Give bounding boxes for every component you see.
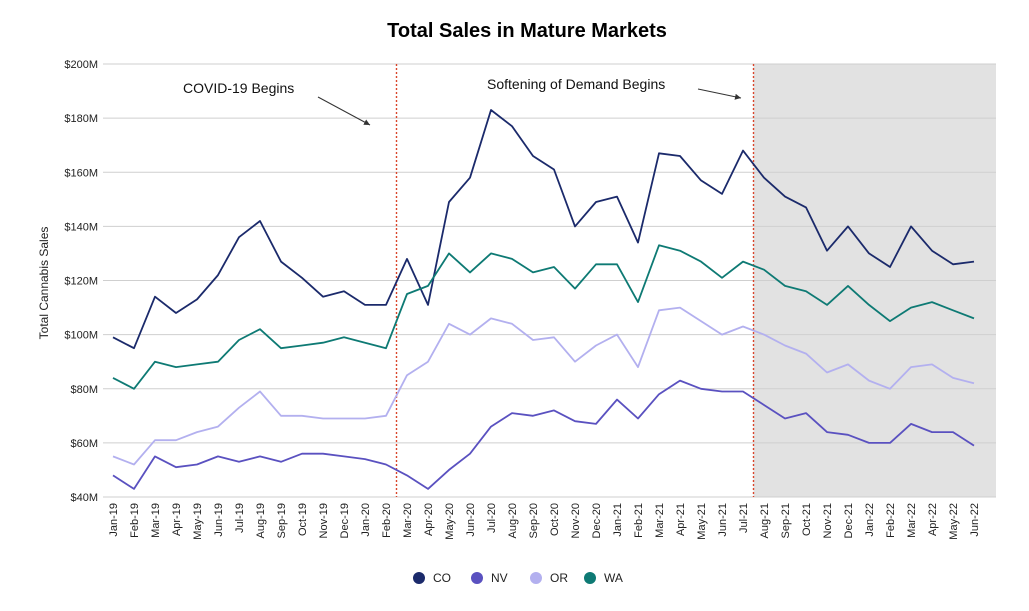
y-tick-label: $120M bbox=[64, 276, 98, 288]
y-tick-label: $200M bbox=[64, 59, 98, 71]
chart-title: Total Sales in Mature Markets bbox=[387, 20, 667, 42]
x-tick-label: Feb-22 bbox=[885, 503, 897, 538]
x-tick-label: Dec-19 bbox=[339, 503, 351, 538]
x-tick-label: Jan-22 bbox=[864, 503, 876, 537]
x-tick-label: Sep-21 bbox=[780, 503, 792, 538]
grid-lines bbox=[103, 63, 996, 498]
y-tick-label: $40M bbox=[70, 492, 98, 504]
x-tick-label: Jul-19 bbox=[234, 503, 246, 533]
legend: CO NV OR WA bbox=[413, 571, 623, 585]
x-tick-label: Mar-20 bbox=[402, 503, 414, 538]
x-tick-label: Feb-20 bbox=[381, 503, 393, 538]
x-tick-label: Aug-21 bbox=[759, 503, 771, 538]
x-tick-label: Jun-22 bbox=[969, 503, 981, 537]
x-tick-label: Dec-21 bbox=[843, 503, 855, 538]
x-tick-label: Oct-21 bbox=[801, 503, 813, 536]
annotation-arrow bbox=[317, 96, 371, 126]
x-tick-label: Feb-21 bbox=[633, 503, 645, 538]
annotation-text: Softening of Demand Begins bbox=[487, 76, 665, 92]
series-line-nv bbox=[112, 379, 975, 490]
legend-marker bbox=[584, 572, 596, 584]
legend-label: OR bbox=[550, 571, 568, 585]
series-line-or bbox=[112, 306, 975, 466]
x-tick-label: Apr-22 bbox=[927, 503, 939, 536]
y-axis-ticks: $40M $60M $80M $100M $120M $140M $160M $180M $20… bbox=[64, 59, 98, 504]
series-line-co bbox=[112, 109, 975, 350]
x-tick-label: Jan-19 bbox=[108, 503, 120, 537]
x-tick-label: Jan-21 bbox=[612, 503, 624, 537]
x-tick-label: Nov-21 bbox=[822, 503, 834, 538]
x-tick-label: May-19 bbox=[192, 503, 204, 540]
x-tick-label: May-20 bbox=[444, 503, 456, 540]
x-tick-label: Sep-19 bbox=[276, 503, 288, 538]
x-tick-label: Jul-21 bbox=[738, 503, 750, 533]
y-axis-label: Total Cannabis Sales bbox=[37, 227, 51, 340]
x-tick-label: Dec-20 bbox=[591, 503, 603, 538]
legend-label: NV bbox=[491, 571, 508, 585]
x-tick-label: Aug-19 bbox=[255, 503, 267, 538]
x-tick-label: Jun-19 bbox=[213, 503, 225, 537]
y-tick-label: $100M bbox=[64, 330, 98, 342]
x-tick-label: Nov-20 bbox=[570, 503, 582, 538]
x-tick-label: Mar-19 bbox=[150, 503, 162, 538]
series-lines bbox=[112, 109, 975, 490]
y-tick-label: $80M bbox=[70, 384, 98, 396]
x-tick-label: Sep-20 bbox=[528, 503, 540, 538]
annotations: COVID-19 Begins Softening of Demand Begin… bbox=[183, 76, 742, 126]
x-tick-label: Oct-20 bbox=[549, 503, 561, 536]
legend-marker bbox=[413, 572, 425, 584]
y-tick-label: $140M bbox=[64, 221, 98, 233]
annotation-text: COVID-19 Begins bbox=[183, 80, 294, 96]
x-tick-label: Apr-20 bbox=[423, 503, 435, 536]
x-tick-label: Apr-19 bbox=[171, 503, 183, 536]
x-tick-label: May-22 bbox=[948, 503, 960, 540]
x-tick-label: Oct-19 bbox=[297, 503, 309, 536]
legend-marker bbox=[530, 572, 542, 584]
series-line-wa bbox=[112, 244, 975, 390]
x-tick-label: Jun-21 bbox=[717, 503, 729, 537]
x-tick-label: Jan-20 bbox=[360, 503, 372, 537]
x-tick-label: Nov-19 bbox=[318, 503, 330, 538]
x-axis-ticks: Jan-19 Feb-19 Mar-19 Apr-19 May-19 Jun-19 Jul-… bbox=[108, 503, 981, 540]
x-tick-label: Aug-20 bbox=[507, 503, 519, 538]
legend-label: WA bbox=[604, 571, 623, 585]
y-tick-label: $160M bbox=[64, 167, 98, 179]
x-tick-label: Mar-21 bbox=[654, 503, 666, 538]
legend-label: CO bbox=[433, 571, 451, 585]
legend-marker bbox=[471, 572, 483, 584]
x-tick-label: Apr-21 bbox=[675, 503, 687, 536]
annotation-arrow bbox=[697, 88, 742, 100]
y-tick-label: $60M bbox=[70, 438, 98, 450]
x-tick-label: Feb-19 bbox=[129, 503, 141, 538]
x-tick-label: Jul-20 bbox=[486, 503, 498, 533]
x-tick-label: Mar-22 bbox=[906, 503, 918, 538]
x-tick-label: Jun-20 bbox=[465, 503, 477, 537]
y-tick-label: $180M bbox=[64, 113, 98, 125]
x-tick-label: May-21 bbox=[696, 503, 708, 540]
